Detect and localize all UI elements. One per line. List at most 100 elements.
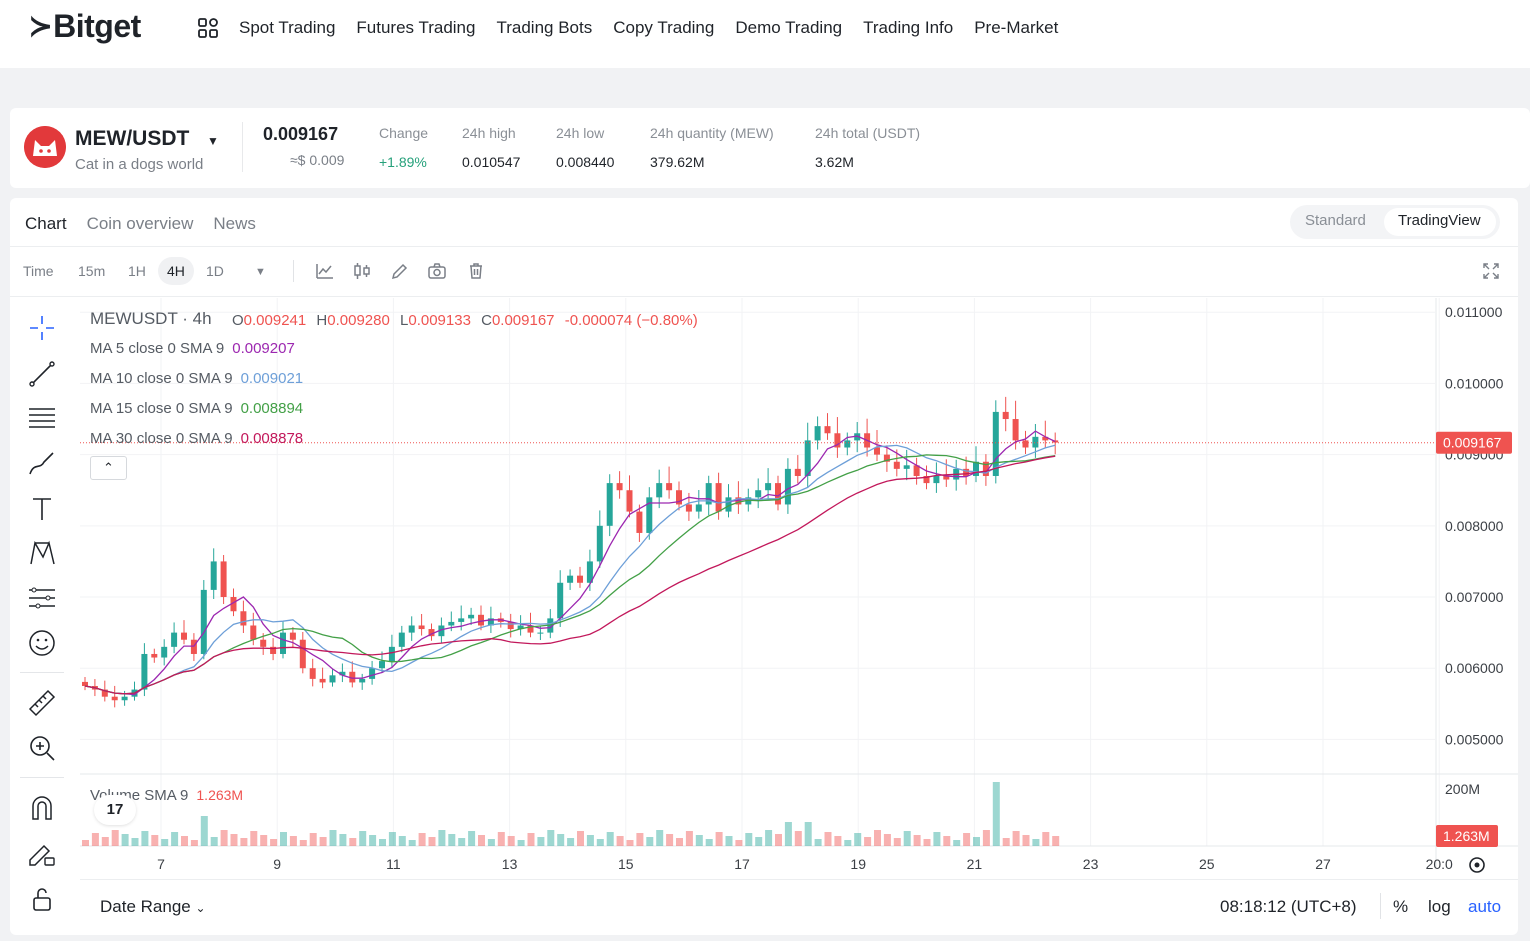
tab-chart[interactable]: Chart bbox=[25, 214, 67, 233]
tab-news[interactable]: News bbox=[213, 214, 256, 233]
axis-settings-icon-center bbox=[1474, 862, 1480, 868]
date-range-button[interactable]: Date Range ⌄ bbox=[100, 897, 206, 917]
pattern-tool-icon[interactable] bbox=[26, 537, 58, 569]
view-tradingview[interactable]: TradingView bbox=[1398, 212, 1481, 229]
candle-body bbox=[745, 497, 752, 505]
log-scale-toggle[interactable]: log bbox=[1428, 897, 1451, 916]
interval-4h[interactable]: 4H bbox=[167, 263, 185, 279]
legend-ma10: MA 10 close 0 SMA 9 0.009021 bbox=[90, 370, 303, 387]
magnet-icon[interactable] bbox=[26, 792, 58, 824]
volume-bar bbox=[755, 837, 763, 846]
active-interval-bg bbox=[158, 257, 194, 285]
nav-pre-market[interactable]: Pre-Market bbox=[974, 18, 1059, 37]
pair-dropdown-icon[interactable]: ▼ bbox=[207, 134, 219, 148]
emoji-icon[interactable] bbox=[26, 627, 58, 659]
y-tick-label: 0.005000 bbox=[1445, 731, 1504, 747]
nav-copy-trading[interactable]: Copy Trading bbox=[613, 18, 715, 37]
nav-spot-trading[interactable]: Spot Trading bbox=[239, 18, 336, 37]
candle-body bbox=[101, 689, 108, 697]
x-tick-label: 17 bbox=[734, 856, 750, 872]
candle-body bbox=[913, 465, 920, 476]
volume-bar bbox=[468, 831, 476, 846]
ma-label: MA 30 close 0 SMA 9 bbox=[90, 430, 233, 447]
candle-body bbox=[765, 483, 772, 491]
candle-body bbox=[1002, 411, 1009, 420]
collapse-legend-button[interactable]: ⌃ bbox=[90, 456, 127, 480]
volume-bar bbox=[775, 834, 782, 846]
volume-bar bbox=[517, 840, 525, 846]
volume-bar bbox=[240, 838, 248, 846]
candle-body bbox=[775, 483, 781, 505]
x-tick-label: 25 bbox=[1199, 856, 1215, 872]
draw-pencil-icon[interactable] bbox=[390, 261, 410, 281]
camera-icon[interactable] bbox=[427, 261, 447, 281]
interval-dropdown-icon[interactable]: ▼ bbox=[255, 266, 266, 278]
nav-futures-trading[interactable]: Futures Trading bbox=[356, 18, 476, 37]
stat-value: +1.89% bbox=[379, 154, 427, 170]
candle-body bbox=[577, 575, 583, 583]
bitget-logo[interactable]: ≻ Bitget bbox=[28, 8, 141, 45]
candle-body bbox=[339, 671, 346, 676]
tradingview-logo[interactable]: 17 bbox=[94, 795, 136, 825]
auto-scale-toggle[interactable]: auto bbox=[1468, 897, 1502, 916]
trash-icon[interactable] bbox=[466, 261, 486, 281]
interval-1d[interactable]: 1D bbox=[206, 263, 224, 279]
volume-bar bbox=[577, 831, 584, 846]
nav-trading-bots[interactable]: Trading Bots bbox=[496, 18, 593, 37]
candle-body bbox=[636, 511, 643, 533]
zoom-in-icon[interactable] bbox=[26, 732, 58, 764]
candle-body bbox=[923, 475, 930, 484]
axis-settings-icon[interactable] bbox=[1469, 857, 1485, 873]
indicators-icon[interactable] bbox=[315, 261, 335, 281]
volume-bar bbox=[943, 836, 951, 846]
candle-body bbox=[438, 625, 445, 637]
volume-bar bbox=[804, 822, 812, 846]
candle-body bbox=[755, 490, 762, 498]
text-tool-icon[interactable] bbox=[26, 493, 58, 525]
candle-body bbox=[982, 461, 989, 476]
trading-pair[interactable]: MEW/USDT bbox=[75, 127, 190, 150]
ruler-icon[interactable] bbox=[26, 687, 58, 719]
volume-bar bbox=[91, 833, 99, 846]
tab-coin-overview[interactable]: Coin overview bbox=[86, 214, 194, 233]
x-tick-label: 21 bbox=[967, 856, 983, 872]
brush-icon[interactable] bbox=[26, 448, 58, 480]
volume-axis-label: 200M bbox=[1445, 781, 1480, 797]
chart-type-icon[interactable] bbox=[352, 261, 372, 281]
volume-bar bbox=[299, 840, 307, 846]
lock-drawing-icon[interactable] bbox=[26, 838, 58, 870]
fullscreen-icon[interactable] bbox=[1481, 261, 1501, 281]
view-standard[interactable]: Standard bbox=[1305, 212, 1366, 229]
volume-bar bbox=[388, 832, 396, 846]
percent-scale-toggle[interactable]: % bbox=[1393, 897, 1409, 916]
volume-bar bbox=[685, 831, 693, 846]
toolbar-divider-bottom bbox=[10, 296, 1518, 297]
candle-body bbox=[111, 696, 118, 701]
candle-body bbox=[715, 483, 722, 512]
fib-lines-icon[interactable] bbox=[26, 402, 58, 434]
crosshair-icon[interactable] bbox=[26, 312, 58, 344]
stat-value: 0.008440 bbox=[556, 154, 615, 170]
nav-demo-trading[interactable]: Demo Trading bbox=[735, 18, 843, 37]
ma10-line bbox=[84, 444, 1056, 695]
price-chart[interactable]: 0.0110000.0100000.0090000.0080000.007000… bbox=[10, 198, 1518, 935]
volume-bar bbox=[695, 835, 703, 846]
volume-bar bbox=[666, 834, 674, 846]
forecast-tool-icon[interactable] bbox=[26, 582, 58, 614]
volume-bar bbox=[349, 838, 357, 846]
interval-15m[interactable]: 15m bbox=[78, 263, 106, 279]
sidebar-divider bbox=[20, 672, 64, 673]
volume-bar bbox=[913, 835, 921, 846]
volume-last-badge bbox=[1436, 825, 1498, 847]
trend-line-icon[interactable] bbox=[26, 358, 58, 390]
interval-1h[interactable]: 1H bbox=[128, 263, 146, 279]
legend-ohlc: O0.009241 H0.009280 L0.009133 C0.009167 … bbox=[232, 312, 698, 329]
last-price-badge-text: 0.009167 bbox=[1443, 435, 1502, 451]
unlock-icon[interactable] bbox=[26, 883, 58, 915]
volume-bar bbox=[478, 835, 485, 846]
volume-bar bbox=[487, 839, 495, 846]
nav-trading-info[interactable]: Trading Info bbox=[863, 18, 954, 37]
timezone-clock[interactable]: 08:18:12 (UTC+8) bbox=[1220, 897, 1357, 916]
x-tick-label: 23 bbox=[1083, 856, 1099, 872]
apps-grid-icon[interactable] bbox=[197, 17, 219, 39]
